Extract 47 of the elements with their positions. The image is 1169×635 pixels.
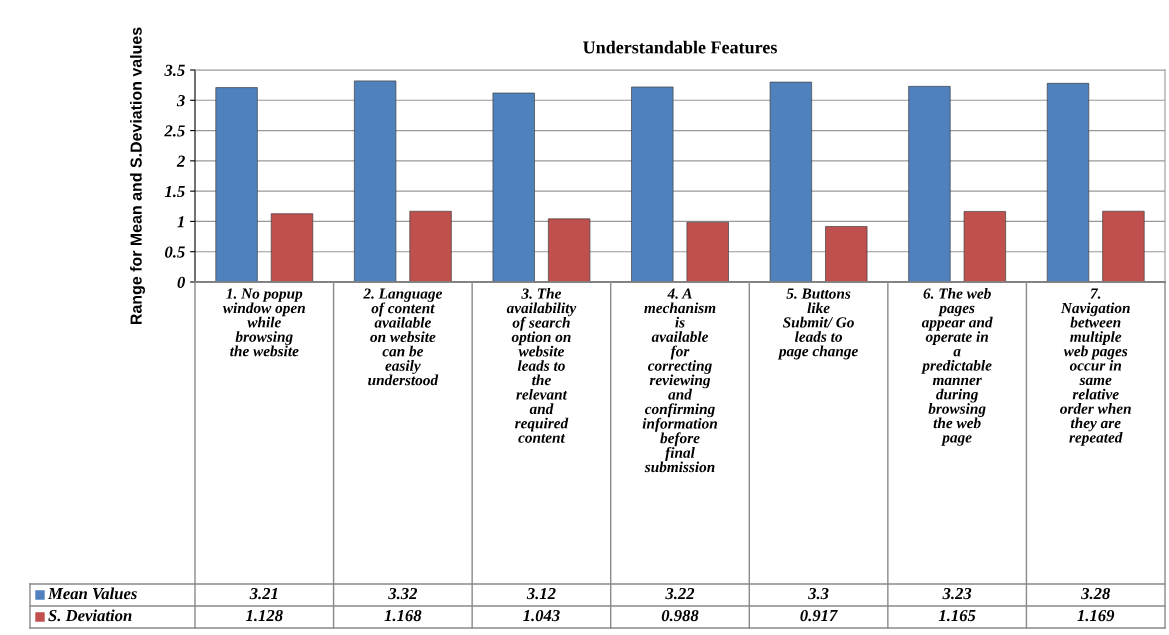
data-label: 1.043 xyxy=(523,609,560,622)
bar xyxy=(1102,210,1145,282)
data-label: 3.3 xyxy=(808,587,829,600)
y-tick-label: 0 xyxy=(177,276,185,288)
bar xyxy=(908,86,951,282)
bar xyxy=(354,80,397,282)
data-label: 3.22 xyxy=(665,587,695,600)
bar xyxy=(548,218,591,282)
data-label: 0.988 xyxy=(661,609,699,622)
y-axis-title: Range for Mean and S.Deviation values xyxy=(130,27,145,325)
bar xyxy=(1046,82,1090,282)
data-label: 1.128 xyxy=(245,609,283,622)
legend-label: Mean Values xyxy=(47,587,137,600)
y-tick-label: 3 xyxy=(176,95,185,107)
data-label: 3.21 xyxy=(249,587,278,600)
legend-label: S. Deviation xyxy=(48,609,132,622)
y-tick-label: 3.5 xyxy=(164,64,185,77)
data-label: 0.917 xyxy=(800,609,838,622)
category-label: 3. The availability of search option on website leads to the relevant and required content xyxy=(506,288,577,443)
data-label: 1.165 xyxy=(938,609,976,622)
data-label: 1.168 xyxy=(384,609,422,622)
data-label: 3.23 xyxy=(942,587,972,600)
category-label: 7. Navigation between multiple web pages occur in same relative order when they are repeated xyxy=(1060,288,1131,446)
y-tick-label: 2 xyxy=(176,155,185,167)
bar xyxy=(270,213,314,282)
bar xyxy=(686,221,729,282)
bar xyxy=(215,87,258,282)
x-tick-label: 2. Language of content available on website can be easily understood xyxy=(363,288,442,386)
data-label: 3.12 xyxy=(526,587,556,600)
x-tick-label: 1. No popup window open while browsing the website xyxy=(222,288,305,357)
bar xyxy=(631,86,674,282)
bar xyxy=(409,210,452,282)
data-label: 3.32 xyxy=(388,587,418,600)
category-label: 4. A mechanism is available for correcting reviewing and confirming information before final submission xyxy=(642,288,718,473)
data-label: 1.169 xyxy=(1077,609,1115,622)
bar xyxy=(492,92,535,282)
bar xyxy=(963,211,1006,282)
y-tick-label: 2.5 xyxy=(164,125,185,137)
data-label: 3.28 xyxy=(1081,587,1111,600)
y-tick-label: 1 xyxy=(177,216,184,228)
bar xyxy=(825,226,868,282)
y-tick-label: 1.5 xyxy=(164,185,185,198)
chart-title: Understandable Features xyxy=(583,40,777,54)
x-tick-label: 5. Buttons like Submit/ Go leads to page change xyxy=(777,288,858,360)
category-label: 6. The web pages appear and operate in a predictable manner during browsing the web page xyxy=(921,288,993,446)
bar xyxy=(769,81,812,282)
y-tick-label: 0.5 xyxy=(165,246,185,258)
